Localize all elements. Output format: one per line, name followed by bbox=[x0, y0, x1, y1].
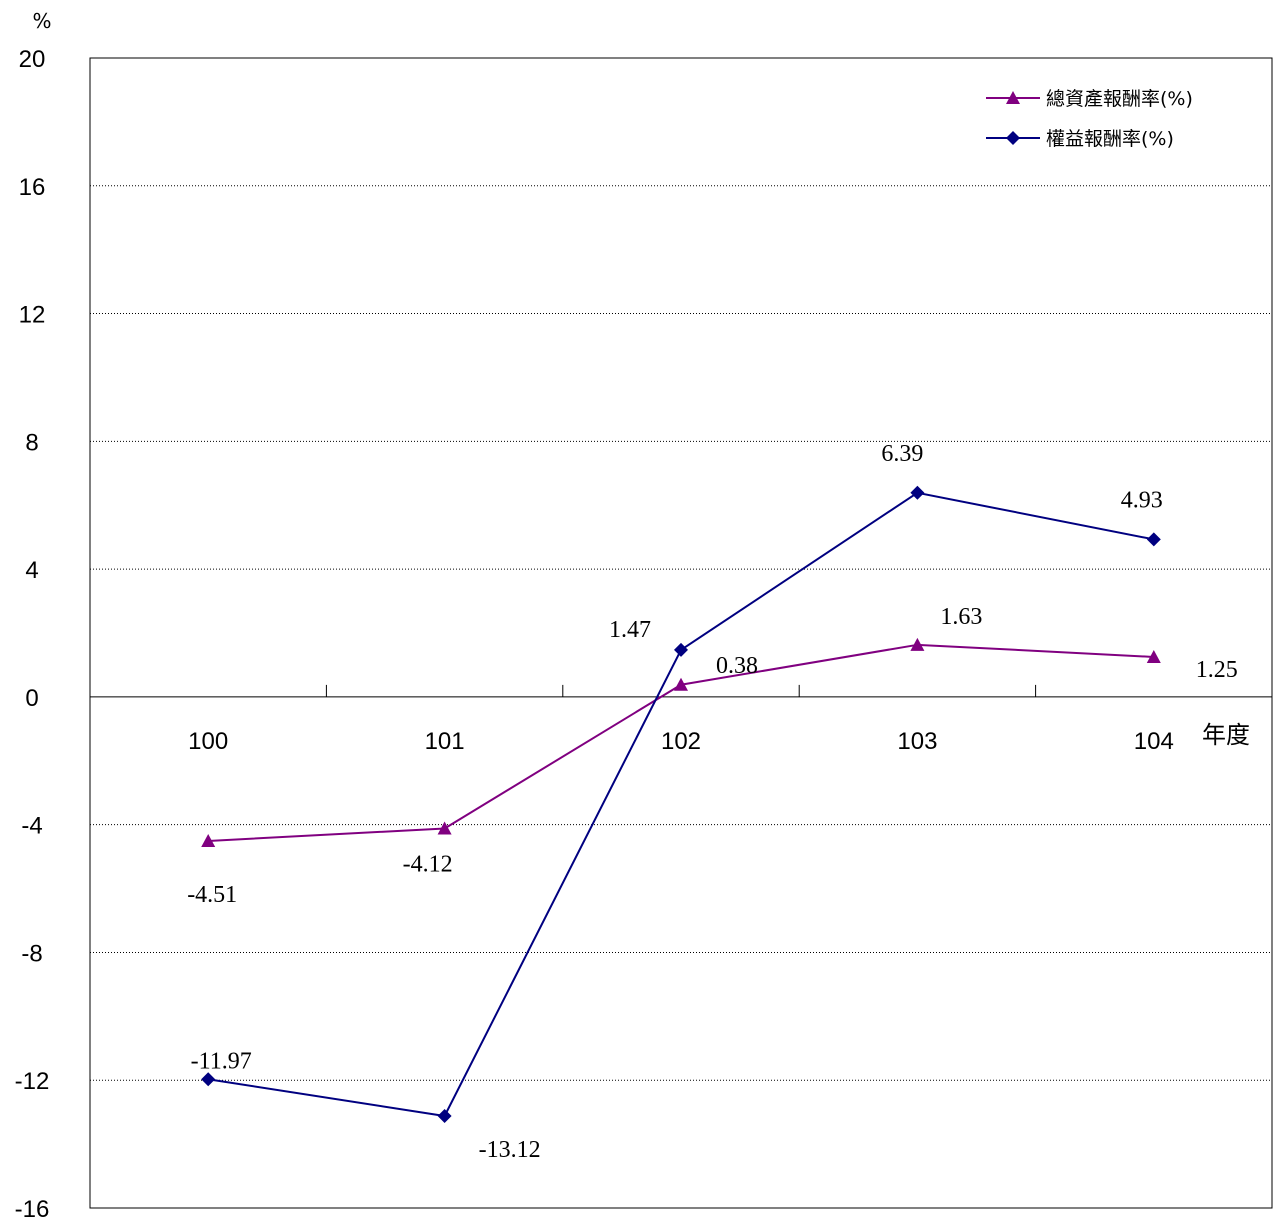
series-layer bbox=[201, 485, 1161, 1123]
y-tick-label: -4 bbox=[21, 813, 42, 840]
data-label: -4.12 bbox=[403, 852, 453, 878]
x-tick-label: 101 bbox=[425, 728, 465, 755]
y-tick-label: 16 bbox=[19, 174, 46, 201]
y-tick-label: 20 bbox=[19, 46, 46, 73]
legend-marker bbox=[1006, 91, 1020, 104]
data-point bbox=[201, 833, 216, 847]
gridlines bbox=[90, 185, 1272, 1081]
x-tick-label: 104 bbox=[1134, 728, 1174, 755]
x-tick-label: 102 bbox=[661, 728, 701, 755]
data-label: 4.93 bbox=[1121, 487, 1163, 513]
data-label: -11.97 bbox=[191, 1048, 252, 1074]
y-tick-label: 0 bbox=[25, 685, 38, 712]
data-label: 1.63 bbox=[940, 604, 982, 630]
y-tick-label: -8 bbox=[21, 940, 42, 967]
data-point bbox=[674, 677, 688, 691]
x-tick-label: 103 bbox=[897, 728, 937, 755]
legend-label: 權益報酬率(%) bbox=[1046, 128, 1174, 150]
data-point bbox=[1146, 532, 1161, 547]
data-point bbox=[1146, 649, 1161, 663]
y-tick-label: 8 bbox=[25, 429, 38, 456]
y-tick-label: -12 bbox=[15, 1068, 50, 1095]
data-labels: -4.51 -4.12 0.38 1.63 1.25 -11.97 -13.12 1.47 6.… bbox=[187, 441, 1238, 1163]
axes: 20 16 12 8 4 0 -4 -8 -12 -16 100 101 102 103 104 bbox=[15, 46, 1272, 1221]
data-label: 6.39 bbox=[881, 441, 923, 467]
series-line-equity-return bbox=[208, 491, 1154, 1118]
data-label: 1.25 bbox=[1196, 657, 1238, 683]
data-point bbox=[201, 1072, 216, 1087]
legend-marker bbox=[1006, 131, 1020, 145]
y-tick-label: 12 bbox=[19, 302, 46, 329]
x-axis-title: 年度 bbox=[1202, 722, 1250, 749]
x-tick-label: 100 bbox=[188, 728, 228, 755]
data-label: 1.47 bbox=[609, 617, 651, 643]
y-tick-label: -16 bbox=[15, 1196, 50, 1221]
data-point bbox=[437, 1109, 452, 1123]
legend: 總資產報酬率(%) 權益報酬率(%) bbox=[986, 88, 1193, 150]
data-label: 0.38 bbox=[716, 653, 758, 679]
y-axis-unit-label: % bbox=[32, 9, 51, 33]
data-point bbox=[910, 637, 925, 651]
data-label: -4.51 bbox=[187, 882, 237, 908]
plot-frame bbox=[89, 57, 1273, 1209]
data-point bbox=[437, 821, 452, 835]
data-point bbox=[910, 485, 925, 500]
data-label: -13.12 bbox=[479, 1137, 541, 1163]
legend-label: 總資產報酬率(%) bbox=[1046, 88, 1193, 110]
data-point bbox=[674, 642, 688, 657]
y-tick-label: 4 bbox=[25, 557, 38, 584]
